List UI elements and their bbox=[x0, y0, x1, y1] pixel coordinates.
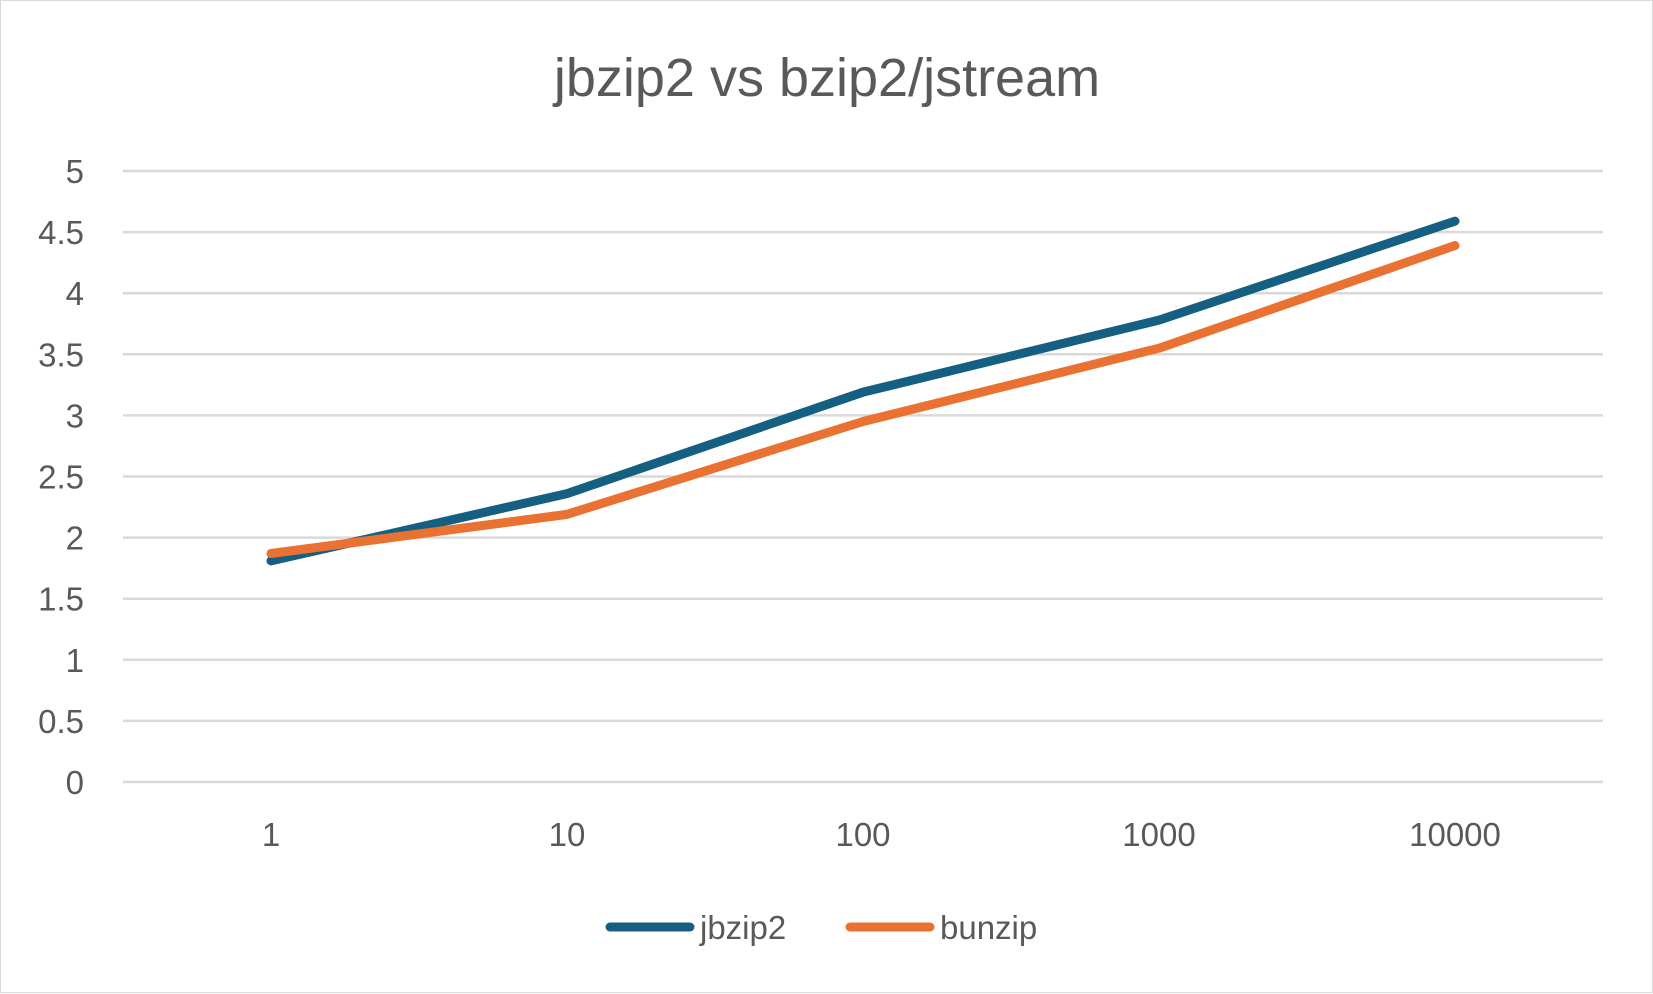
y-tick-label: 2 bbox=[66, 520, 84, 557]
series-lines bbox=[266, 216, 1460, 566]
y-tick-label: 5 bbox=[66, 153, 84, 190]
y-tick-label: 4.5 bbox=[38, 214, 84, 251]
x-axis-tick-labels: 1 10 100 1000 10000 bbox=[262, 816, 1501, 853]
y-tick-label: 3.5 bbox=[38, 336, 84, 373]
legend: jbzip2 bunzip bbox=[605, 909, 1037, 946]
legend-item-bunzip: bunzip bbox=[845, 909, 1037, 946]
y-tick-label: 1 bbox=[66, 642, 84, 679]
y-tick-label: 2.5 bbox=[38, 459, 84, 496]
legend-label: jbzip2 bbox=[699, 909, 786, 946]
gridlines bbox=[123, 169, 1603, 784]
x-tick-label: 1000 bbox=[1122, 816, 1195, 853]
y-tick-label: 0 bbox=[66, 764, 84, 801]
x-tick-label: 100 bbox=[835, 816, 890, 853]
y-tick-label: 1.5 bbox=[38, 581, 84, 618]
chart-title: jbzip2 vs bzip2/jstream bbox=[552, 48, 1100, 108]
y-tick-label: 0.5 bbox=[38, 703, 84, 740]
series-line-jbzip2 bbox=[266, 216, 1460, 566]
y-tick-label: 3 bbox=[66, 397, 84, 434]
x-tick-label: 10 bbox=[549, 816, 586, 853]
x-tick-label: 1 bbox=[262, 816, 280, 853]
x-tick-label: 10000 bbox=[1409, 816, 1501, 853]
y-tick-label: 4 bbox=[66, 275, 84, 312]
legend-label: bunzip bbox=[940, 909, 1037, 946]
legend-item-jbzip2: jbzip2 bbox=[605, 909, 786, 946]
y-axis-tick-labels: 0 0.5 1 1.5 2 2.5 3 3.5 4 4.5 5 bbox=[38, 153, 84, 801]
series-line-bunzip bbox=[266, 241, 1460, 558]
